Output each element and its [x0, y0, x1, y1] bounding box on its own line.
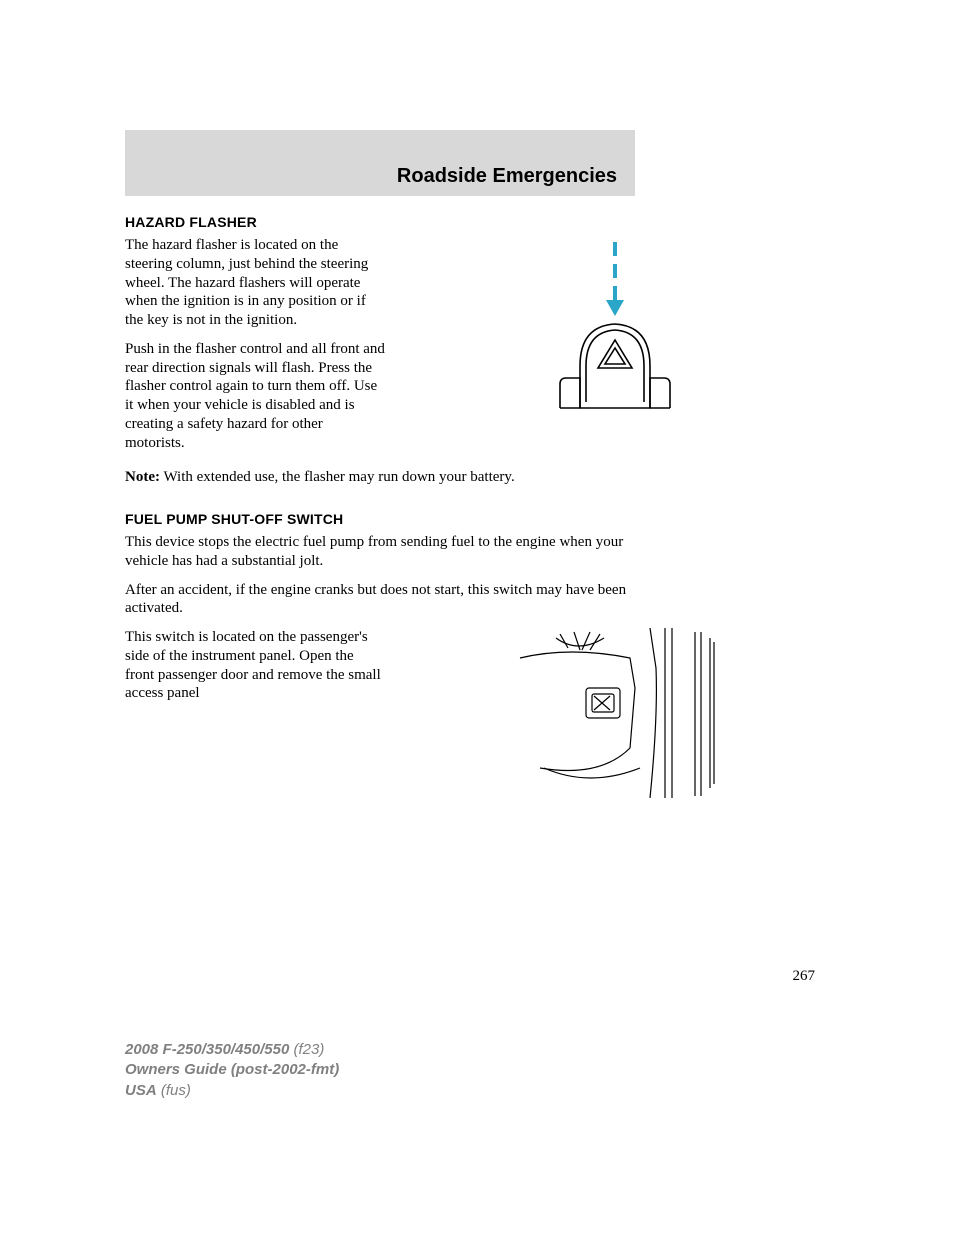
- fuel-p3: This switch is located on the passenger'…: [125, 628, 385, 703]
- header-banner: Roadside Emergencies: [125, 130, 635, 196]
- hazard-note: Note: With extended use, the flasher may…: [125, 468, 825, 487]
- footer-region-code: (fus): [157, 1082, 191, 1099]
- hazard-row: The hazard flasher is located on the ste…: [125, 236, 825, 462]
- footer-line3: USA (fus): [125, 1081, 339, 1101]
- hazard-text-col: The hazard flasher is located on the ste…: [125, 236, 385, 462]
- page-number: 267: [125, 968, 825, 985]
- chapter-title: Roadside Emergencies: [397, 165, 617, 188]
- fuel-p1: This device stops the electric fuel pump…: [125, 533, 635, 571]
- footer: 2008 F-250/350/450/550 (f23) Owners Guid…: [125, 1040, 339, 1101]
- footer-code: (f23): [289, 1041, 324, 1058]
- fuel-text-col: This switch is located on the passenger'…: [125, 628, 385, 798]
- spacer: [125, 497, 825, 511]
- fuel-p2: After an accident, if the engine cranks …: [125, 581, 635, 619]
- hazard-p1: The hazard flasher is located on the ste…: [125, 236, 385, 330]
- hazard-figure: [405, 236, 825, 462]
- note-text: With extended use, the flasher may run d…: [160, 469, 515, 485]
- note-label: Note:: [125, 469, 160, 485]
- arrow-head-icon: [606, 300, 624, 316]
- hazard-heading: HAZARD FLASHER: [125, 214, 825, 230]
- footer-line2: Owners Guide (post-2002-fmt): [125, 1060, 339, 1080]
- page-content: Roadside Emergencies HAZARD FLASHER The …: [125, 130, 825, 985]
- hazard-flasher-diagram: [530, 236, 700, 416]
- hazard-p2: Push in the flasher control and all fron…: [125, 340, 385, 453]
- fuel-heading: FUEL PUMP SHUT-OFF SWITCH: [125, 511, 825, 527]
- footer-line1: 2008 F-250/350/450/550 (f23): [125, 1040, 339, 1060]
- footer-model: 2008 F-250/350/450/550: [125, 1041, 289, 1058]
- fuel-switch-diagram: [500, 628, 730, 798]
- fuel-row: This switch is located on the passenger'…: [125, 628, 825, 798]
- fuel-figure: [405, 628, 825, 798]
- footer-region: USA: [125, 1082, 157, 1099]
